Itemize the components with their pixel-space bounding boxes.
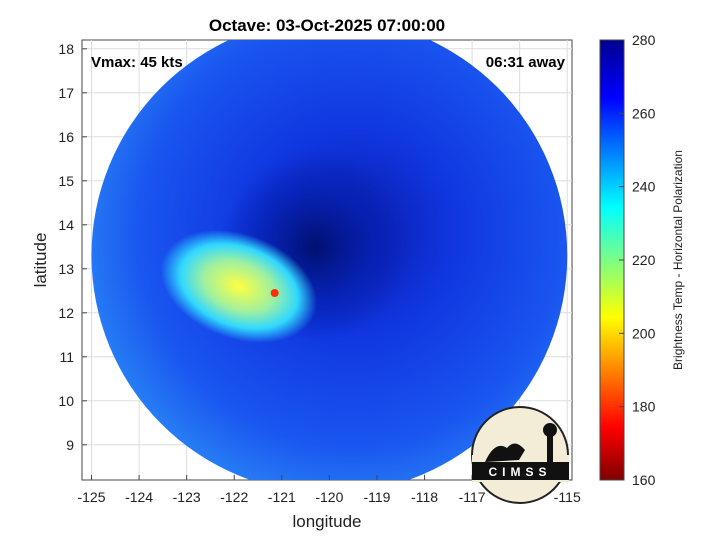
time-away-annotation: 06:31 away [486, 54, 566, 71]
y-tick-label: 9 [66, 437, 74, 453]
y-tick-label: 12 [58, 305, 74, 321]
water-tower-icon [547, 432, 553, 464]
x-tick-label: -121 [268, 489, 296, 505]
colorbar-tick-label: 280 [632, 32, 656, 48]
colorbar-tick-label: 160 [632, 472, 656, 488]
x-axis-ticks: -125-124-123-122-121-120-119-118-117-116… [77, 475, 581, 505]
x-tick-label: -117 [459, 489, 486, 505]
swath-imagery [91, 40, 568, 480]
logo-text: CIMSS [488, 465, 551, 479]
y-tick-label: 14 [58, 217, 74, 233]
colorbar-tick-label: 200 [632, 325, 656, 341]
y-tick-label: 18 [58, 41, 74, 57]
y-tick-label: 13 [58, 261, 74, 277]
y-axis-ticks: 9 10 11 12 13 14 15 16 17 18 [58, 41, 87, 453]
x-tick-label: -118 [411, 489, 438, 505]
x-tick-label: -124 [125, 489, 153, 505]
x-tick-label: -122 [220, 489, 248, 505]
y-tick-label: 16 [58, 129, 74, 145]
colorbar-tick-label: 240 [632, 179, 656, 195]
x-tick-label: -115 [554, 489, 581, 505]
vmax-annotation: Vmax: 45 kts [91, 54, 183, 71]
colorbar-tick-label: 220 [632, 252, 656, 268]
x-tick-label: -119 [363, 489, 390, 505]
colorbar-tick-label: 180 [632, 399, 656, 415]
dish-icon [485, 443, 525, 462]
cimss-logo: CIMSS [471, 406, 569, 504]
x-tick-label: -125 [77, 489, 105, 505]
y-tick-label: 10 [58, 393, 74, 409]
hot-spot-mark [270, 289, 279, 297]
warm-band-region [160, 229, 318, 343]
x-axis-label: longitude [292, 512, 361, 531]
colorbar-ticks: 160 180 200 220 240 260 280 [619, 32, 656, 488]
y-tick-label: 17 [58, 85, 74, 101]
x-tick-label: -123 [173, 489, 201, 505]
x-tick-label: -120 [315, 489, 343, 505]
y-tick-label: 11 [59, 349, 74, 365]
chart-title: Octave: 03-Oct-2025 07:00:00 [209, 16, 445, 35]
colorbar-label: Brightness Temp - Horizontal Polarizatio… [671, 150, 685, 370]
colorbar-tick-label: 260 [632, 105, 656, 121]
y-axis-label: latitude [31, 233, 50, 288]
y-tick-label: 15 [58, 173, 74, 189]
